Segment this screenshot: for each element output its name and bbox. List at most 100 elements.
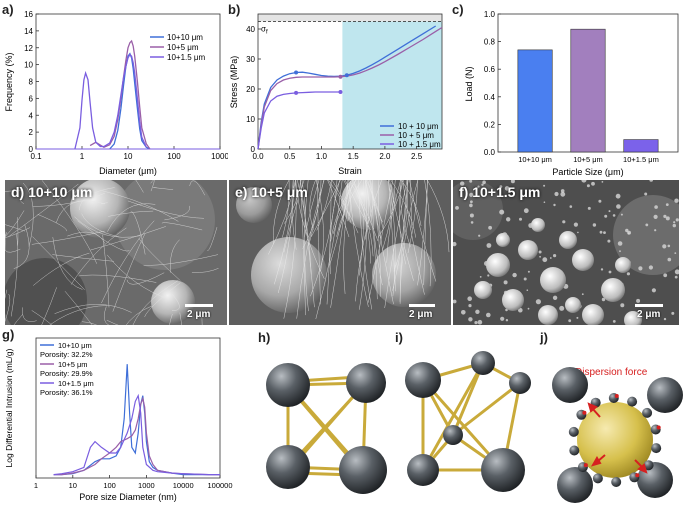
sem-d-fiber [77,220,130,252]
sem-e-fiber [365,180,369,240]
sem-f-fine-particle [474,321,478,325]
sem-f-fine-particle [576,316,579,319]
sem-e-fiber [427,180,450,253]
sem-e-fiber [316,180,321,305]
chart-a-xlabel: Diameter (μm) [99,166,157,176]
sem-f-fine-particle [506,217,511,222]
sem-e-fiber [365,180,378,300]
sem-f-fine-particle [667,244,671,248]
sem-f-fine-particle [486,312,491,318]
sem-f-fine-particle [644,192,648,196]
sem-e-fiber [409,180,437,282]
sem-f-fine-particle [526,289,529,291]
chart-b-ytick-label: 10 [246,115,255,124]
chart-g-legend: 10+10 μm Porosity: 32.2% 10+5 μm Porosit… [40,341,94,397]
sem-d-fiber [164,205,190,221]
sem-d-fiber [52,254,114,262]
diagram-j-contact-point [582,410,587,415]
chart-b-xtick-label: 0.5 [284,152,296,161]
sem-f-fine-particle [608,270,612,274]
sem-e-fiber [410,180,413,228]
sem-f-sphere [572,249,594,271]
sem-f-fine-particle [674,198,679,203]
chart-b-ytick-label: 0 [251,145,256,154]
chart-b-marker [344,73,349,78]
chart-g-xtick-label: 1000 [138,481,155,490]
sem-f-fine-particle [673,221,676,224]
sem-d-fiber [31,230,105,245]
sem-f-fine-particle [453,299,457,304]
chart-b-marker [338,74,343,79]
sem-f-fine-particle [479,276,482,278]
sem-f-fine-particle [573,222,578,227]
sem-f-fine-particle [538,250,542,254]
sem-e-fiber [344,180,371,231]
sem-d-fiber [106,254,170,300]
sem-e-fiber [424,180,432,287]
sem-f-fine-particle [587,206,591,210]
sem-f-scale-text: 2 μm [637,309,661,320]
chart-b-stress-strain: 0.0 0.5 1.0 1.5 2.0 2.5 0 10 20 30 40 σf Strain St… [229,13,443,176]
chart-g-series-line-2 [53,393,220,476]
sem-f-scale-bar [635,304,663,307]
sem-d-fiber [52,237,83,290]
sem-f-fine-particle [469,192,474,197]
sem-e-fiber [274,180,297,285]
sem-d-fiber [79,187,115,211]
sem-e-fiber [296,180,325,319]
chart-b-xlabel: Strain [338,166,362,176]
panel-label-j: j) [540,330,548,345]
diagram-j-contact-point [656,425,661,430]
sem-d-sphere [70,180,130,238]
diagram-j-small-particles [568,393,662,487]
chart-a-ylabel: Frequency (%) [4,52,14,111]
sem-e-scale-bar [409,304,435,307]
chart-g-ylabel: Log Differential Intrusion (mL/g) [4,348,14,467]
sem-e-fiber [282,180,290,238]
sem-f-fine-particle [562,220,566,224]
diagram-h-sphere [266,363,310,407]
sem-f-fine-particle [542,257,548,263]
sem-f-fine-particle [467,296,472,301]
chart-a-series-line-1 [89,39,151,150]
sem-d-fiber [5,227,31,239]
sem-f-fine-particle [636,298,641,303]
sem-d-fiber [5,293,11,323]
sem-e-fiber [355,180,382,302]
sem-f-fine-particle [674,275,678,279]
sem-d-fiber [103,306,110,325]
chart-c-ytick-label: 1.0 [484,10,496,19]
sem-f-sphere [496,233,510,247]
sem-d-fiber [33,252,90,286]
sem-f-fine-particle [478,234,481,237]
chart-c-bar-2 [623,139,659,153]
sem-f-fine-particle [475,309,480,314]
sem-f-fine-particle [481,183,484,186]
sem-f-sphere [486,253,510,277]
sem-f-fine-particle [535,299,541,305]
chart-c-ytick-label: 0.4 [484,93,496,102]
sem-e-fiber [399,180,407,265]
sem-f-fine-particle [470,221,474,224]
sem-e-fiber [277,180,294,294]
sem-f-fine-particle [523,208,529,214]
sem-e-fiber [417,180,428,286]
sem-e-fiber [389,180,414,281]
chart-c-category-label: 10+5 μm [573,155,603,164]
sem-f-fine-particle [592,223,597,227]
sem-f-fine-particle [663,214,667,218]
chart-g-xlabel: Pore size Diameter (nm) [79,492,177,502]
sem-f-fine-particle [600,268,604,271]
sem-d-fiber [5,189,24,192]
sem-f-sphere [615,257,631,273]
sem-d-fiber [150,180,155,192]
sem-f-fine-particle [662,244,667,249]
chart-c-bar-1 [570,28,606,153]
sem-d-fiber [20,197,25,204]
sem-f-sphere [474,281,492,299]
chart-g-plot-frame [35,337,221,479]
diagram-h-large-particle-network [266,363,387,494]
sem-d-fiber [207,227,218,251]
sem-d-fiber [49,305,108,325]
sem-e-micrograph [229,180,451,325]
